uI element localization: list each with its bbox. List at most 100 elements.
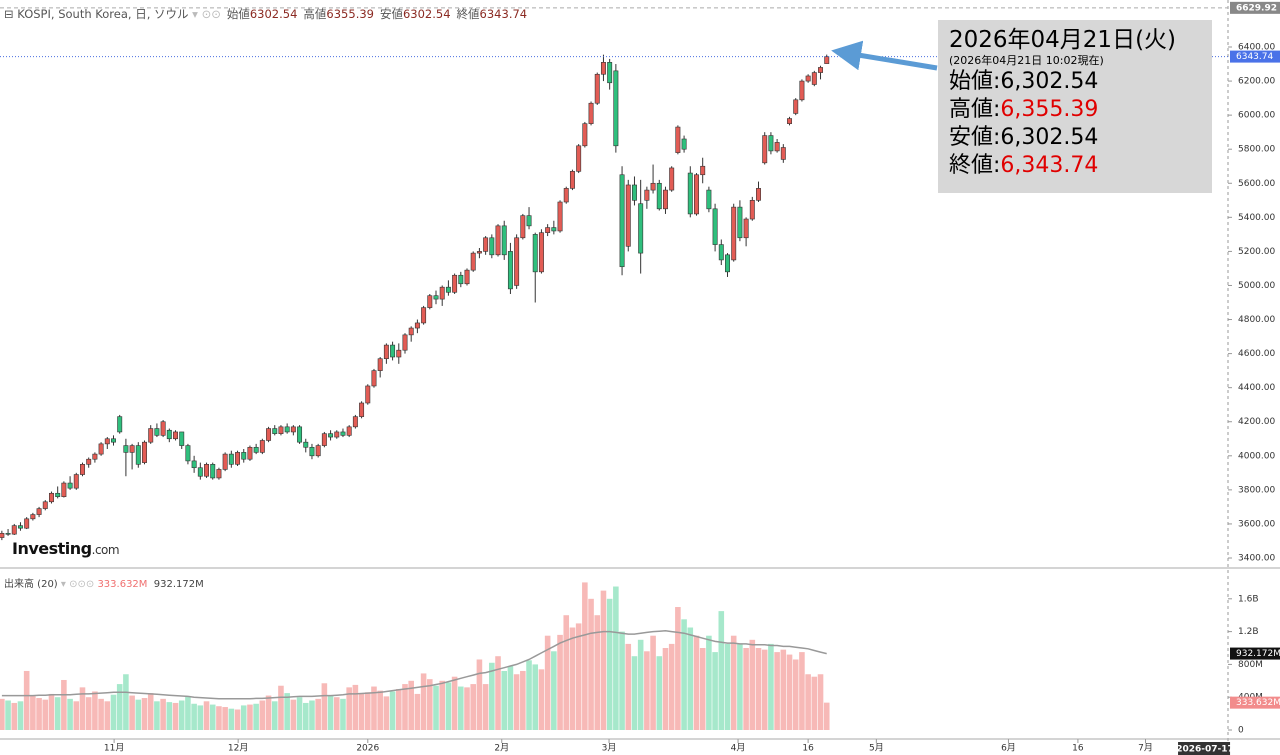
volume-bar — [817, 674, 824, 730]
y2-tick-label: 0 — [1238, 726, 1244, 736]
volume-bar — [73, 701, 80, 730]
volume-bar — [48, 693, 55, 730]
candle-body — [600, 62, 606, 75]
volume-bar — [513, 674, 520, 730]
candle-body — [408, 327, 414, 336]
volume-bar — [327, 695, 334, 730]
volume-bar — [699, 648, 706, 730]
volume-ma-last: 932.172M — [153, 579, 204, 590]
volume-bar — [693, 635, 700, 730]
candle-body — [421, 307, 427, 324]
volume-bar — [284, 693, 290, 730]
candle-body — [185, 445, 191, 462]
volume-bar — [644, 651, 650, 730]
candle-body — [334, 431, 340, 438]
candle-body — [92, 453, 98, 460]
candle-body — [61, 482, 67, 497]
info-row: 安値:6,302.54 — [949, 124, 1212, 152]
info-note: (2026年04月21日 10:02現在) — [949, 54, 1104, 67]
candle-body — [365, 385, 371, 404]
info-value: 6,302.54 — [1000, 69, 1099, 94]
volume-bar — [389, 691, 396, 730]
volume-bar — [420, 673, 427, 730]
volume-bar — [79, 687, 86, 730]
y-tick-label: 4800.00 — [1238, 315, 1275, 325]
candle-body — [576, 145, 582, 172]
x-tick-label: 4月 — [731, 743, 746, 754]
candle-body — [520, 215, 526, 239]
candle-body — [718, 244, 724, 261]
candle-body — [818, 67, 823, 73]
volume-bar — [321, 683, 328, 730]
volume-bar — [650, 635, 656, 730]
ohlc-value: 6355.39 — [326, 7, 374, 21]
candle-body — [799, 80, 805, 101]
candle-body — [402, 334, 408, 351]
volume-bar — [42, 699, 49, 730]
candle-body — [309, 446, 315, 457]
volume-bar — [395, 689, 402, 730]
candle-body — [352, 416, 358, 428]
volume-bar — [333, 697, 340, 730]
candle-body — [117, 416, 123, 433]
volume-bar — [104, 701, 111, 730]
volume-bar — [823, 702, 830, 730]
volume-bar — [302, 702, 309, 730]
candle-body — [439, 286, 445, 300]
candle-body — [42, 501, 48, 509]
ohlc-value: 6302.54 — [402, 7, 451, 21]
candle-body — [235, 452, 241, 465]
volume-bar — [482, 684, 489, 730]
volume-bar — [346, 687, 352, 730]
x-tick-label: 2026 — [356, 744, 379, 754]
volume-bar — [85, 697, 92, 730]
y-tick-label: 3600.00 — [1238, 519, 1275, 529]
candle-body — [284, 426, 290, 433]
candle-body — [464, 269, 470, 285]
volume-bar — [730, 635, 737, 730]
volume-bar — [749, 639, 756, 730]
volume-bar — [408, 680, 414, 730]
volume-bar — [203, 701, 210, 730]
volume-bar — [141, 698, 148, 730]
y-tick-label: 6000.00 — [1238, 111, 1275, 121]
volume-bar — [54, 697, 61, 730]
candle-body — [476, 251, 482, 254]
candle-body — [489, 237, 495, 256]
candle-body — [340, 431, 346, 436]
logo-suffix: .com — [91, 543, 120, 557]
volume-bar — [792, 659, 799, 730]
volume-bar — [563, 615, 570, 730]
x-tick-label: 12月 — [228, 743, 248, 754]
candle-body — [129, 445, 135, 453]
candle-body — [179, 431, 185, 446]
candle-body — [377, 358, 383, 371]
volume-bar — [520, 670, 526, 730]
y-tick-label: 5400.00 — [1238, 213, 1275, 223]
candle-body — [675, 126, 681, 153]
last-price-badge — [1230, 50, 1280, 63]
volume-bar — [414, 693, 421, 730]
candle-body — [303, 441, 309, 448]
volume-bar — [5, 700, 11, 730]
candle-body — [104, 438, 110, 445]
candle-body — [123, 445, 129, 453]
volume-bar — [569, 627, 576, 730]
volume-badge — [1230, 647, 1280, 660]
candle-body — [607, 62, 613, 84]
y-tick-label: 3400.00 — [1238, 553, 1275, 563]
volume-bar — [92, 691, 98, 730]
candle-body — [414, 322, 420, 329]
candle-body — [135, 445, 141, 465]
candle-body — [514, 237, 520, 286]
volume-bar — [631, 656, 638, 730]
info-label: 始値: — [949, 69, 1001, 94]
ohlc-label: 始値 — [226, 7, 250, 21]
volume-bar — [427, 679, 433, 730]
x-tick-label: 16 — [1072, 744, 1084, 754]
volume-bar — [36, 698, 42, 730]
candle-body — [73, 474, 79, 489]
